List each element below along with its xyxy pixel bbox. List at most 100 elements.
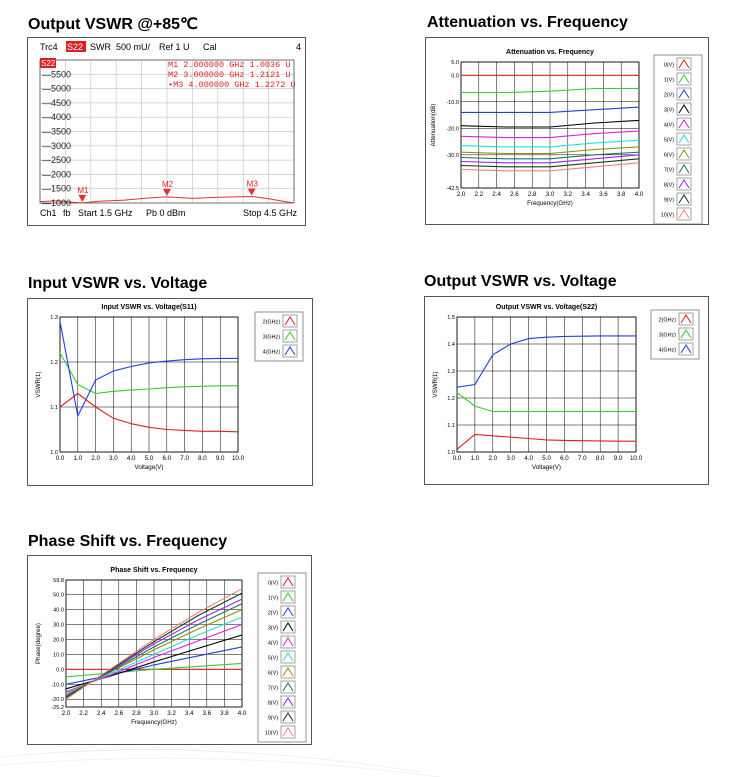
input-vswr-title: Input VSWR vs. Voltage	[28, 275, 208, 292]
legend-label: 2(GHz)	[263, 319, 281, 325]
legend-swatch	[282, 637, 294, 647]
output-vswr-title: Output VSWR vs. Voltage	[424, 273, 617, 290]
legend-swatch-box	[280, 680, 296, 694]
legend-swatch-box	[282, 344, 298, 358]
legend-swatch-box	[282, 329, 298, 343]
legend-label: 1(V)	[268, 595, 278, 601]
analyzer-footer: Ch1 fb Start 1.5 GHz Pb 0 dBm Stop 4.5 G…	[40, 208, 298, 218]
y-tick-label: -30.0	[446, 153, 459, 159]
series-line	[461, 87, 639, 94]
x-axis-label: Frequency(GHz)	[527, 200, 573, 207]
y-tick-label: 40.0	[53, 608, 64, 614]
legend-label: 4(V)	[268, 640, 278, 646]
x-tick-label: 3.0	[546, 191, 555, 198]
x-tick-label: 2.0	[488, 455, 497, 462]
y-tick-label: 1.3	[447, 369, 455, 375]
x-axis-label: Voltage(V)	[532, 464, 561, 471]
legend-label: 0(V)	[664, 62, 674, 68]
x-tick-label: 4.0	[524, 455, 533, 462]
x-tick-label: 4.0	[635, 191, 644, 198]
x-tick-label: 3.0	[150, 710, 159, 717]
x-tick-label: 5.0	[542, 455, 551, 462]
x-tick-label: 10.0	[630, 455, 643, 462]
deco-line	[0, 757, 441, 777]
series-line	[59, 392, 239, 433]
input-vswr-chart: Input VSWR vs. Voltage(S11)0.0 1.0 2.0 3.0 4…	[35, 304, 304, 471]
phase-shift-chart: Phase Shift vs. Frequency 2.0 2.2 2.4 2.6 2.8…	[35, 567, 307, 743]
series-line	[460, 151, 640, 160]
x-tick-label: 2.2	[79, 710, 88, 717]
y-tick-label: 1.2	[447, 396, 455, 402]
series-line	[59, 321, 238, 418]
chart-title: Input VSWR vs. Voltage(S11)	[101, 304, 196, 311]
legend-label: 4(GHz)	[659, 347, 677, 353]
x-tick-label: 1.0	[73, 455, 82, 462]
analyzer-ch: Ch1	[40, 208, 57, 218]
x-tick-label: 6.0	[560, 455, 569, 462]
legend-swatch-box	[678, 327, 694, 341]
series-line	[461, 106, 640, 113]
x-tick-label: 3.2	[563, 191, 572, 198]
y-tick-label: 1.4	[447, 342, 455, 348]
legend-swatch-box	[676, 177, 692, 191]
legend-label: 5(V)	[268, 655, 278, 661]
legend-swatch-box	[676, 57, 692, 71]
y-tick-label: -20.0	[51, 697, 64, 703]
legend-swatch-box	[676, 192, 692, 206]
analyzer-ytick: —3500	[42, 127, 71, 137]
legend-label: 4(GHz)	[263, 349, 281, 355]
trace-badge: S22	[41, 59, 56, 68]
analyzer-ytick: —4000	[42, 112, 71, 122]
legend-swatch	[680, 344, 692, 354]
series-line	[59, 352, 238, 395]
legend-label: 7(V)	[268, 685, 278, 691]
x-tick-label: 7.0	[578, 455, 587, 462]
series-line	[456, 335, 636, 388]
marker-triangle	[163, 188, 171, 196]
x-tick-label: 2.4	[492, 191, 501, 198]
y-tick-label: 30.0	[53, 623, 64, 629]
y-axis-label: VSWR(1)	[432, 371, 439, 397]
legend-swatch	[282, 697, 294, 707]
legend-swatch-box	[676, 87, 692, 101]
legend-label: 3(GHz)	[263, 334, 281, 340]
y-tick-label: -20.0	[446, 126, 459, 132]
legend-swatch-box	[676, 117, 692, 131]
marker-triangle	[247, 188, 256, 196]
x-axis-label: Frequency(GHz)	[131, 719, 177, 726]
x-tick-label: 8.0	[198, 455, 207, 462]
legend-swatch	[282, 607, 294, 617]
legend-swatch	[678, 119, 690, 129]
input-vswr-panel: Input VSWR vs. Voltage(S11) 0.0 1.0 2.0 3.0 4…	[27, 298, 313, 486]
legend-swatch-box	[280, 650, 296, 664]
x-tick-label: 6.0	[162, 455, 171, 462]
legend-swatch	[678, 89, 690, 99]
phase-shift-title: Phase Shift vs. Frequency	[28, 533, 228, 550]
background-decoration	[0, 749, 441, 777]
chart-title: Attenuation vs. Frequency	[506, 49, 594, 56]
legend-swatch-box	[676, 162, 692, 176]
chart-title: Phase Shift vs. Frequency	[110, 567, 197, 574]
y-tick-label: 0.0	[451, 73, 459, 79]
legend-swatch	[282, 622, 294, 632]
series-line	[65, 588, 243, 700]
analyzer-stop: Stop 4.5 GHz	[243, 208, 298, 218]
legend-label: 9(V)	[664, 197, 674, 203]
analyzer-fb: fb	[63, 208, 71, 218]
x-tick-label: 3.6	[599, 191, 608, 198]
legend-swatch	[282, 727, 294, 737]
legend-swatch	[284, 331, 296, 341]
marker-label: M3	[247, 180, 259, 189]
legend-swatch-box	[280, 635, 296, 649]
legend-swatch	[680, 329, 692, 339]
x-tick-label: 4.0	[127, 455, 136, 462]
y-tick-label: 50.0	[53, 593, 64, 599]
legend-swatch-box	[280, 665, 296, 679]
analyzer-swr: SWR	[90, 42, 111, 52]
legend-label: 6(V)	[268, 670, 278, 676]
y-tick-label: 10.0	[53, 652, 64, 658]
x-tick-label: 2.8	[528, 191, 537, 198]
legend-swatch	[678, 149, 690, 159]
x-tick-label: 2.0	[62, 710, 71, 717]
legend-label: 2(GHz)	[659, 317, 677, 323]
